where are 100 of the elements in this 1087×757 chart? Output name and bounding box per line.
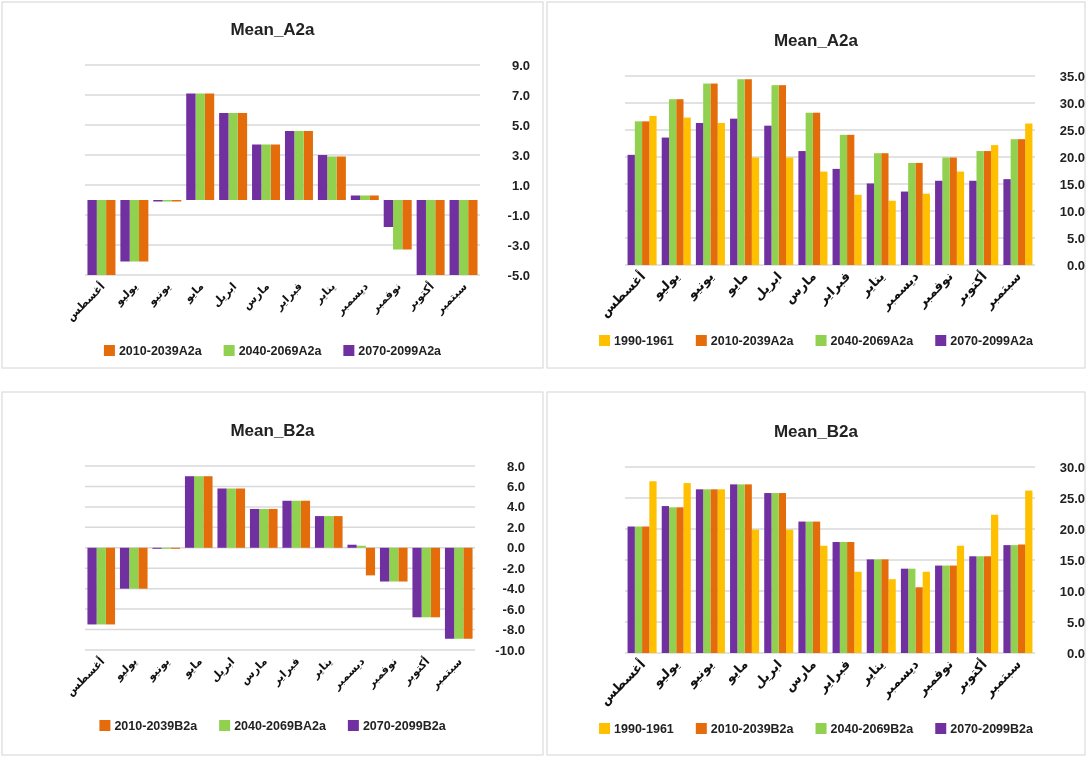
bar [908, 162, 916, 265]
chart-title: Mean_B2a [230, 421, 316, 440]
x-tick-label: يونيو [144, 279, 174, 309]
bar [703, 489, 711, 653]
legend-label: 1990-1961 [614, 334, 674, 348]
bar [820, 171, 828, 265]
y-tick-label: 15.0 [1059, 552, 1085, 568]
y-tick-label: 20.0 [1059, 521, 1085, 537]
bar [454, 547, 464, 639]
x-tick-label: يوليو [111, 279, 141, 309]
bar [129, 547, 139, 589]
bar [444, 547, 455, 639]
y-tick-label: -5.0 [507, 267, 530, 283]
bar [1017, 544, 1026, 653]
bar [798, 521, 806, 653]
x-tick-label: يناير [311, 279, 338, 307]
bar [356, 545, 366, 548]
y-tick-label: 25.0 [1059, 490, 1085, 506]
bar [402, 200, 412, 250]
bar [261, 144, 271, 200]
bar [812, 112, 821, 265]
bar [217, 488, 227, 548]
bar [942, 565, 950, 653]
bar [249, 508, 260, 548]
bar [908, 568, 916, 653]
bar [1025, 123, 1033, 265]
bar [922, 193, 930, 265]
x-tick-label: فبراير [271, 279, 306, 314]
bar [365, 547, 376, 576]
y-tick-label: 10.0 [1059, 583, 1085, 599]
bar [649, 115, 657, 265]
bar [737, 484, 745, 653]
bar [873, 559, 882, 653]
y-tick-label: 4.0 [506, 499, 525, 515]
bar [1017, 139, 1026, 265]
y-tick-label: 3.0 [511, 147, 530, 163]
x-tick-label: يوليو [648, 268, 683, 303]
bar [915, 162, 923, 265]
bar [106, 200, 116, 275]
bar [138, 547, 148, 589]
y-tick-label: 0.0 [1066, 645, 1085, 661]
bar [425, 200, 436, 275]
bar [627, 154, 635, 265]
bar [839, 542, 848, 653]
bar [627, 526, 635, 653]
bar [105, 547, 116, 625]
x-tick-label: يناير [308, 654, 335, 682]
x-tick-label: مايو [721, 268, 751, 299]
bar [324, 516, 334, 548]
x-tick-label: يونيو [683, 656, 717, 691]
bar [393, 200, 403, 250]
bar [832, 542, 840, 653]
bar [1010, 139, 1018, 265]
bar [983, 556, 992, 653]
chart-title: Mean_A2a [773, 31, 859, 50]
y-tick-label: -3.0 [507, 237, 530, 253]
legend-label: 2070-2099A2a [358, 344, 443, 358]
x-tick-label: أكتوبر [403, 279, 437, 313]
y-tick-label: -1.0 [507, 207, 530, 223]
bar [866, 559, 874, 653]
bar [449, 200, 459, 275]
bar [730, 484, 738, 653]
x-tick-label: يوليو [648, 656, 683, 691]
bar [314, 516, 325, 548]
bar [676, 99, 684, 265]
y-tick-label: -6.0 [502, 601, 525, 617]
chart-title: Mean_A2a [230, 20, 316, 39]
bar [805, 521, 813, 653]
bar [717, 489, 725, 653]
bar [195, 93, 205, 200]
bar [888, 200, 896, 265]
bar [649, 481, 657, 653]
bar [832, 168, 840, 265]
bar [969, 556, 977, 653]
bar [398, 547, 408, 582]
bar [268, 508, 278, 548]
x-tick-label: مايو [721, 656, 751, 687]
bar [778, 493, 787, 653]
bar [900, 191, 909, 265]
bar [412, 547, 422, 618]
bar [676, 507, 684, 653]
bar [430, 547, 441, 618]
bar [294, 131, 304, 200]
bar [820, 545, 828, 653]
y-tick-label: 9.0 [511, 57, 530, 73]
bar [915, 587, 923, 653]
y-tick-label: 5.0 [511, 117, 530, 133]
legend-label: 2010-2039A2a [710, 334, 795, 348]
x-tick-label: مارس [237, 654, 270, 688]
bar [300, 500, 311, 548]
bar [717, 122, 725, 265]
bar [744, 79, 752, 265]
y-tick-label: -2.0 [502, 560, 525, 576]
bar [228, 113, 238, 200]
bar [764, 125, 772, 265]
bar [935, 180, 943, 265]
y-tick-label: 2.0 [506, 519, 525, 535]
y-tick-label: -8.0 [502, 622, 525, 638]
bar [983, 151, 992, 265]
bar [642, 121, 650, 265]
